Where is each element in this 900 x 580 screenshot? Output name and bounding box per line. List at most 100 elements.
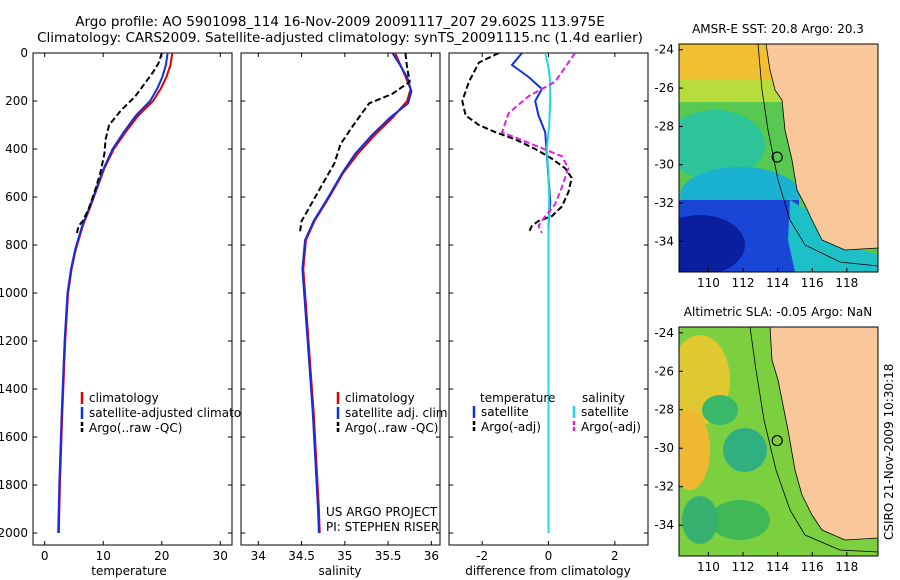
y-tick-label: 1600 xyxy=(0,430,28,444)
salinity-axes-frame xyxy=(240,52,441,546)
map-y-tick-label: -28 xyxy=(654,403,674,417)
legend-label-climatology: climatology xyxy=(89,391,159,405)
map-x-tick-label: 118 xyxy=(835,560,858,574)
map-x-tick-label: 110 xyxy=(697,560,720,574)
y-tick-label: 0 xyxy=(20,46,28,60)
x-tick-label: -2 xyxy=(476,549,488,563)
sla-green-region-1 xyxy=(702,395,738,425)
legend-label-argo: Argo(..raw -QC) xyxy=(345,421,438,435)
sla-map-frame xyxy=(678,326,879,557)
legend-title-temperature: temperature xyxy=(480,391,555,405)
map-y-tick-label: -34 xyxy=(654,518,674,532)
sst-argo-position-marker xyxy=(771,151,783,163)
map-x-tick-label: 112 xyxy=(732,560,755,574)
map-y-tick-label: -34 xyxy=(654,234,674,248)
salinity-ticks: 34 34.5 35 35.5 36 xyxy=(241,52,440,563)
sla-argo-position-marker xyxy=(771,434,783,447)
salinity-legend: climatology satellite adj. clim. Argo(..… xyxy=(336,391,451,435)
y-tick-label: 1800 xyxy=(0,478,28,492)
x-tick-label: 35 xyxy=(337,549,352,563)
x-tick-label: 0 xyxy=(545,549,553,563)
difference-xlabel: difference from climatology xyxy=(465,564,631,578)
map-x-tick-label: 114 xyxy=(766,276,789,290)
sst-map-title: AMSR-E SST: 20.8 Argo: 20.3 xyxy=(692,22,864,36)
x-tick-label: 20 xyxy=(154,549,169,563)
sst-yellow-band xyxy=(679,80,789,102)
map-y-tick-label: -32 xyxy=(654,196,674,210)
map-y-tick-label: -24 xyxy=(654,326,674,340)
x-tick-label: 30 xyxy=(213,549,228,563)
x-tick-label: 10 xyxy=(96,549,111,563)
y-tick-label: 1400 xyxy=(0,382,28,396)
legend-label-sal-satellite: satellite xyxy=(581,405,629,419)
sst-land xyxy=(766,44,878,250)
sst-map-panel: AMSR-E SST: 20.8 Argo: 20.3 110 112 114 116… xyxy=(654,22,879,290)
difference-lines xyxy=(461,53,576,533)
sla-green-region-2 xyxy=(723,428,767,472)
map-y-tick-label: -26 xyxy=(654,81,674,95)
sst-coastal-strip xyxy=(788,200,878,272)
series-line-temperature-argo-adj- xyxy=(461,53,573,234)
legend-label-satellite: satellite-adjusted climatology xyxy=(89,406,267,420)
map-x-tick-label: 116 xyxy=(801,276,824,290)
sst-teal-region xyxy=(679,110,765,180)
temperature-legend: climatology satellite-adjusted climatolo… xyxy=(80,391,267,435)
sla-map-panel: Altimetric SLA: -0.05 Argo: NaN 110 112 11… xyxy=(654,305,879,574)
series-line-satellite xyxy=(301,53,413,534)
temperature-ticks: 0 10 20 30 0 200 400 600 800 1000 1200 1400 1600 1800… xyxy=(0,46,232,563)
sla-green-region-4 xyxy=(682,496,718,544)
legend-label-satellite: satellite adj. clim. xyxy=(345,406,451,420)
project-annotation-line1: US ARGO PROJECT xyxy=(326,505,438,519)
sla-map-ticks: 110 112 114 116 118 -24 -26 -28 -30 -32 -34 xyxy=(654,326,858,574)
map-y-tick-label: -24 xyxy=(654,43,674,57)
temperature-panel: 0 10 20 30 0 200 400 600 800 1000 1200 1400 1600 1800… xyxy=(0,46,267,578)
y-tick-label: 800 xyxy=(5,238,28,252)
series-line-argo xyxy=(298,53,411,234)
sla-map-title: Altimetric SLA: -0.05 Argo: NaN xyxy=(684,305,872,319)
sst-map-image xyxy=(679,44,878,272)
y-tick-label: 400 xyxy=(5,142,28,156)
temperature-xlabel: temperature xyxy=(91,564,166,578)
legend-label-temp-argo: Argo(-adj) xyxy=(481,420,541,434)
temperature-axes-frame xyxy=(32,52,233,546)
map-x-tick-label: 110 xyxy=(697,276,720,290)
sla-isobath xyxy=(749,327,878,553)
sla-yellow-region-2 xyxy=(679,410,710,490)
salinity-lines xyxy=(298,53,413,534)
csiro-credit: CSIRO 21-Nov-2009 10:30:18 xyxy=(882,364,896,540)
temperature-lines xyxy=(57,53,174,534)
map-x-tick-label: 112 xyxy=(732,276,755,290)
legend-label-temp-satellite: satellite xyxy=(481,405,529,419)
y-tick-label: 200 xyxy=(5,94,28,108)
sla-map-image xyxy=(679,327,878,556)
map-y-tick-label: -30 xyxy=(654,158,674,172)
y-tick-label: 1200 xyxy=(0,334,28,348)
series-line-salinity-satellite xyxy=(544,53,552,533)
difference-panel: -2 0 2 difference from climatology tempera… xyxy=(448,52,649,578)
salinity-panel: 34 34.5 35 35.5 36 salinity climatology sate… xyxy=(240,52,451,578)
map-x-tick-label: 118 xyxy=(835,276,858,290)
legend-label-argo: Argo(..raw -QC) xyxy=(89,421,182,435)
x-tick-label: 34.5 xyxy=(288,549,315,563)
y-tick-label: 2000 xyxy=(0,526,28,540)
legend-label-climatology: climatology xyxy=(345,391,415,405)
map-y-tick-label: -28 xyxy=(654,119,674,133)
legend-label-sal-argo: Argo(-adj) xyxy=(581,420,641,434)
map-y-tick-label: -26 xyxy=(654,364,674,378)
sst-isobath xyxy=(757,44,878,267)
y-tick-label: 1000 xyxy=(0,286,28,300)
legend-title-salinity: salinity xyxy=(582,391,625,405)
map-y-tick-label: -30 xyxy=(654,441,674,455)
project-annotation-line2: PI: STEPHEN RISER xyxy=(326,520,439,534)
sst-coastline xyxy=(765,44,878,251)
series-line-argo xyxy=(75,53,163,234)
map-x-tick-label: 116 xyxy=(801,560,824,574)
map-y-tick-label: -32 xyxy=(654,480,674,494)
salinity-xlabel: salinity xyxy=(318,564,361,578)
sst-map-frame xyxy=(678,43,879,273)
x-tick-label: 35.5 xyxy=(375,549,402,563)
series-line-salinity-argo-adj- xyxy=(500,53,576,234)
sst-map-ticks: 110 112 114 116 118 -24 -26 -28 -30 -32 -34 xyxy=(654,43,858,290)
sla-coastline xyxy=(769,327,878,541)
